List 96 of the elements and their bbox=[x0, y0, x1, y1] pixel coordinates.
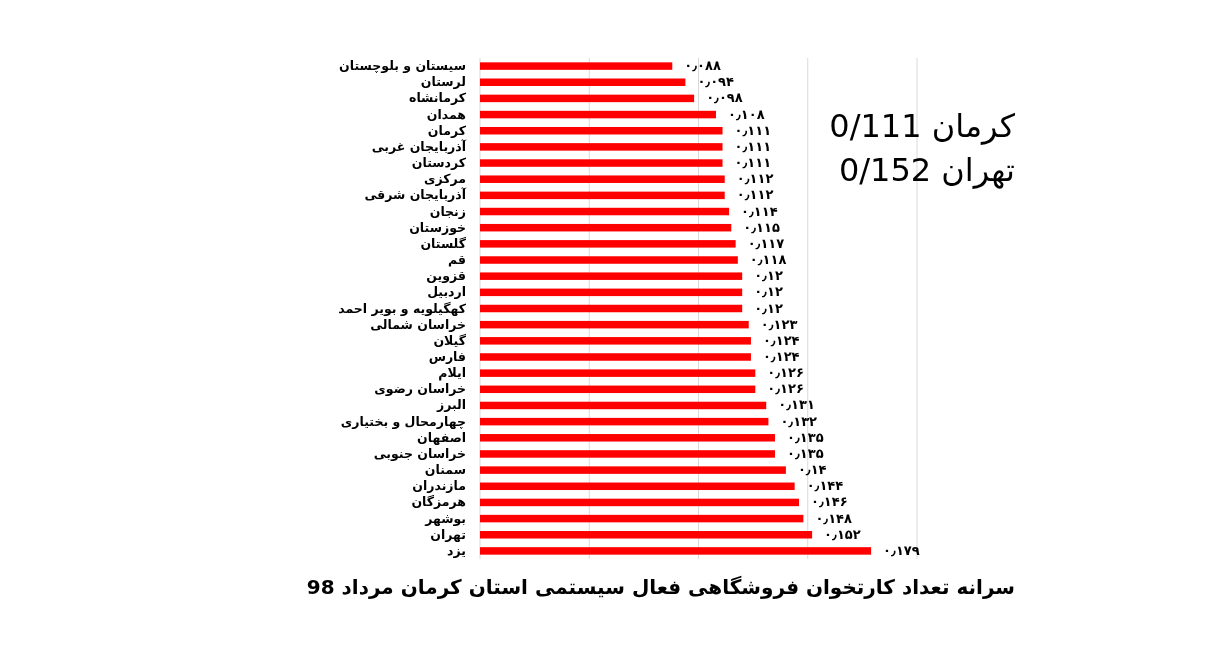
y-tick-label: همدان bbox=[426, 106, 466, 122]
bar bbox=[480, 304, 743, 313]
bar bbox=[480, 143, 723, 151]
bar bbox=[480, 450, 775, 458]
y-tick-label: اصفهان bbox=[417, 429, 466, 445]
data-label: ۰٫۱۲۳ bbox=[760, 316, 798, 332]
y-tick-label: کردستان bbox=[411, 155, 467, 171]
data-label: ۰٫۱۲۴ bbox=[762, 332, 800, 348]
bar bbox=[480, 417, 769, 426]
bar bbox=[480, 272, 743, 280]
annotation: تهران 0/152 bbox=[838, 151, 1015, 189]
y-tick-label: تهران bbox=[430, 526, 466, 542]
bar bbox=[480, 320, 749, 329]
data-label: ۰٫۱۲ bbox=[754, 284, 783, 300]
y-tick-label: خراسان جنوبی bbox=[373, 445, 466, 461]
data-label: ۰٫۱۱۴ bbox=[741, 203, 778, 219]
bar bbox=[480, 482, 795, 491]
data-label: ۰٫۱۱۲ bbox=[736, 187, 774, 203]
y-tick-label: مرکزی bbox=[423, 171, 466, 187]
y-tick-label: یزد bbox=[447, 542, 466, 558]
y-tick-label: آذربایجان شرقی bbox=[364, 187, 467, 203]
y-tick-label: ایلام bbox=[438, 365, 466, 382]
bar bbox=[480, 62, 673, 70]
bar bbox=[480, 434, 775, 442]
y-tick-label: کهگیلویه و بویر احمد bbox=[338, 300, 467, 316]
data-label: ۰٫۱۴۸ bbox=[815, 510, 853, 526]
bar bbox=[480, 385, 756, 394]
bar bbox=[480, 353, 751, 361]
y-tick-label: سمنان bbox=[424, 462, 466, 478]
y-tick-label: گلستان bbox=[420, 235, 467, 251]
y-tick-label: کرمانشاه bbox=[409, 90, 467, 106]
bar bbox=[480, 175, 725, 183]
bar bbox=[480, 207, 730, 216]
data-label: ۰٫۱۱۱ bbox=[734, 122, 772, 138]
data-label: ۰٫۱۱۱ bbox=[734, 138, 772, 154]
data-label: ۰٫۱۱۱ bbox=[734, 155, 772, 171]
bar bbox=[480, 126, 723, 135]
data-label: ۰٫۱۲۶ bbox=[767, 381, 804, 397]
y-tick-label: خراسان شمالی bbox=[370, 316, 466, 332]
y-tick-label: خراسان رضوی bbox=[374, 381, 466, 397]
bar bbox=[480, 110, 716, 119]
bar bbox=[480, 256, 738, 264]
y-tick-label: گیلان bbox=[433, 332, 467, 348]
bar bbox=[480, 288, 743, 297]
data-label: ۰٫۱۳۵ bbox=[786, 445, 824, 461]
bar bbox=[480, 337, 751, 345]
data-label: ۰٫۱۱۵ bbox=[743, 219, 780, 235]
y-tick-label: کرمان bbox=[427, 122, 467, 138]
y-tick-label: قم bbox=[448, 252, 466, 268]
data-label: ۰٫۱۷۹ bbox=[883, 542, 920, 558]
y-tick-label: اردبیل bbox=[427, 284, 466, 300]
data-label: ۰٫۱۳۲ bbox=[780, 413, 818, 429]
data-label: ۰٫۰۸۸ bbox=[684, 58, 721, 74]
y-tick-label: سیستان و بلوچستان bbox=[339, 58, 466, 74]
data-label: ۰٫۱۴۴ bbox=[806, 478, 844, 494]
data-label: ۰٫۱۲ bbox=[754, 300, 783, 316]
data-label: ۰٫۱۱۸ bbox=[749, 252, 787, 268]
bar bbox=[480, 191, 725, 200]
bar bbox=[480, 223, 732, 232]
y-tick-label: مازندران bbox=[412, 478, 466, 494]
data-label: ۰٫۱۱۷ bbox=[747, 235, 785, 251]
y-tick-label: قزوین bbox=[426, 268, 466, 284]
text: سرانه تعداد کارتخوان فروشگاهی فعال سیستمی استان کرمان مرداد 98 bbox=[306, 575, 1015, 599]
bar bbox=[480, 531, 813, 539]
bar bbox=[480, 498, 800, 507]
bar bbox=[480, 159, 723, 167]
data-label: ۰٫۱۴۶ bbox=[811, 494, 848, 510]
bar bbox=[480, 369, 756, 377]
bar bbox=[480, 401, 767, 410]
y-tick-label: زنجان bbox=[429, 203, 466, 219]
data-label: ۰٫۱۴ bbox=[797, 462, 827, 478]
data-label: ۰٫۱۳۱ bbox=[778, 397, 815, 413]
data-label: ۰٫۱۲۶ bbox=[767, 365, 804, 381]
bar bbox=[480, 78, 686, 86]
y-tick-label: چهارمحال و بختیاری bbox=[340, 413, 466, 429]
y-tick-label: البرز bbox=[435, 397, 466, 413]
y-tick-label: خوزستان bbox=[409, 219, 466, 235]
data-label: ۰٫۱۵۲ bbox=[824, 526, 861, 542]
data-label: ۰٫۱۳۵ bbox=[786, 429, 824, 445]
y-tick-label: لرستان bbox=[420, 74, 466, 90]
annotation: کرمان 0/111 bbox=[829, 107, 1016, 145]
bar bbox=[480, 466, 786, 474]
data-label: ۰٫۱۰۸ bbox=[727, 106, 765, 122]
data-label: ۰٫۱۲ bbox=[754, 268, 783, 284]
data-label: ۰٫۱۱۲ bbox=[736, 171, 774, 187]
y-tick-label: بوشهر bbox=[424, 510, 466, 526]
bar bbox=[480, 240, 736, 248]
data-label: ۰٫۰۹۴ bbox=[697, 74, 735, 90]
y-tick-label: آذربایجان غربی bbox=[371, 138, 467, 154]
data-label: ۰٫۱۲۴ bbox=[762, 348, 800, 364]
bar bbox=[480, 514, 804, 523]
y-tick-label: هرمزگان bbox=[411, 494, 466, 510]
bar bbox=[480, 94, 695, 103]
bar bbox=[480, 547, 872, 555]
y-tick-label: فارس bbox=[428, 348, 466, 364]
data-label: ۰٫۰۹۸ bbox=[706, 90, 743, 106]
